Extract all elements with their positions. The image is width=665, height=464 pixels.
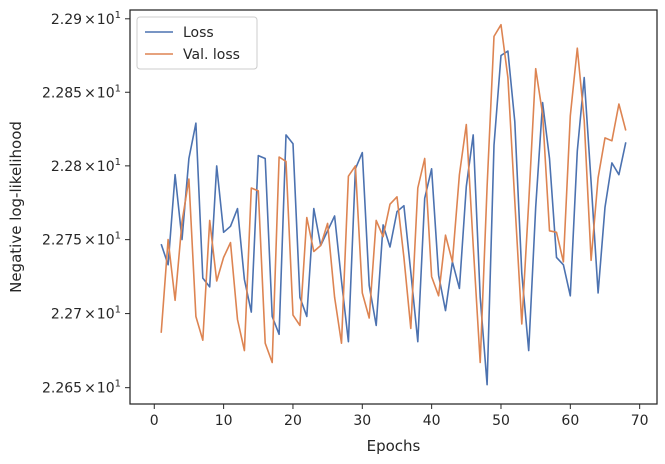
y-tick-mantissa: 2.28 <box>51 159 82 175</box>
y-tick-times: × <box>84 159 96 175</box>
series-layer <box>160 23 627 386</box>
legend-box <box>136 16 258 70</box>
x-tick-label: 30 <box>353 413 371 429</box>
y-tick-label: 2.29 ×101 <box>51 10 121 28</box>
y-tick-times: × <box>84 381 96 397</box>
plot-frame <box>129 9 658 405</box>
legend: Loss Val. loss <box>136 16 258 70</box>
legend-entry-1: Val. loss <box>183 47 240 63</box>
series-line-1 <box>160 23 627 364</box>
y-tick-label: 2.27 ×101 <box>51 305 121 323</box>
y-tick-exponent: 1 <box>115 305 121 316</box>
y-tick-times: × <box>84 233 96 249</box>
series-line-0 <box>160 50 627 386</box>
y-tick-base: 10 <box>97 381 115 397</box>
x-axis: 0 10 20 30 40 50 60 70 <box>150 404 649 429</box>
y-tick-mantissa: 2.265 <box>42 381 82 397</box>
y-axis-label: Negative log-likelihood <box>7 121 25 293</box>
y-tick-mantissa: 2.275 <box>42 233 82 249</box>
y-tick-mantissa: 2.27 <box>51 307 82 323</box>
y-tick-times: × <box>84 85 96 101</box>
plot-area <box>129 9 658 405</box>
y-tick-label: 2.275 ×101 <box>42 231 121 249</box>
x-tick-label: 40 <box>423 413 441 429</box>
y-tick-times: × <box>84 307 96 323</box>
y-tick-base: 10 <box>97 159 115 175</box>
legend-entry-0: Loss <box>183 25 214 41</box>
y-tick-exponent: 1 <box>115 379 121 390</box>
y-tick-label: 2.265 ×101 <box>42 379 121 397</box>
y-tick-base: 10 <box>97 85 115 101</box>
x-tick-label: 0 <box>150 413 159 429</box>
x-tick-label: 70 <box>631 413 649 429</box>
x-tick-label: 60 <box>561 413 579 429</box>
y-tick-exponent: 1 <box>115 157 121 168</box>
y-tick-exponent: 1 <box>115 231 121 242</box>
y-tick-base: 10 <box>97 233 115 249</box>
x-tick-label: 10 <box>215 413 233 429</box>
y-tick-exponent: 1 <box>115 83 121 94</box>
y-tick-base: 10 <box>97 307 115 323</box>
y-tick-base: 10 <box>97 12 115 28</box>
y-tick-label: 2.28 ×101 <box>51 157 121 175</box>
y-tick-times: × <box>84 12 96 28</box>
x-tick-label: 50 <box>492 413 510 429</box>
y-tick-label: 2.285 ×101 <box>42 83 121 101</box>
y-tick-mantissa: 2.285 <box>42 85 82 101</box>
y-tick-exponent: 1 <box>115 10 121 21</box>
y-tick-mantissa: 2.29 <box>51 12 82 28</box>
x-axis-label: Epochs <box>367 437 421 455</box>
x-tick-label: 20 <box>284 413 302 429</box>
